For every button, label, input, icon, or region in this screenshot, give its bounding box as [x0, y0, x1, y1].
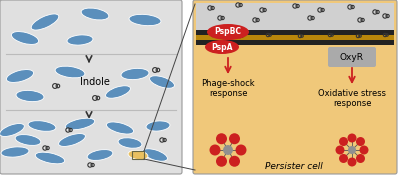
Circle shape — [348, 134, 356, 143]
Ellipse shape — [58, 134, 86, 146]
Ellipse shape — [15, 135, 41, 145]
Circle shape — [360, 146, 368, 155]
Circle shape — [216, 156, 227, 167]
Circle shape — [348, 158, 356, 166]
Ellipse shape — [142, 149, 168, 161]
Ellipse shape — [0, 124, 24, 136]
Text: Persister cell: Persister cell — [265, 162, 323, 171]
Circle shape — [336, 146, 344, 155]
Ellipse shape — [121, 68, 149, 80]
Ellipse shape — [16, 90, 44, 102]
Text: OxyR: OxyR — [340, 52, 364, 61]
Ellipse shape — [146, 121, 170, 131]
FancyBboxPatch shape — [193, 0, 397, 174]
Ellipse shape — [129, 14, 161, 26]
Ellipse shape — [31, 14, 59, 30]
Ellipse shape — [35, 152, 65, 164]
Text: PspA: PspA — [211, 42, 233, 52]
Circle shape — [356, 154, 365, 163]
Circle shape — [236, 144, 246, 156]
Circle shape — [339, 154, 348, 163]
Ellipse shape — [1, 147, 29, 157]
Ellipse shape — [106, 122, 134, 134]
Circle shape — [223, 145, 233, 155]
Bar — [196, 40, 394, 45]
Ellipse shape — [87, 150, 113, 160]
Ellipse shape — [12, 32, 38, 44]
Text: Indole: Indole — [80, 77, 110, 87]
Ellipse shape — [28, 121, 56, 131]
Bar — [196, 30, 394, 35]
Ellipse shape — [81, 8, 109, 20]
Circle shape — [229, 156, 240, 167]
Bar — [196, 3, 394, 31]
Ellipse shape — [55, 66, 85, 78]
Ellipse shape — [118, 138, 142, 148]
Circle shape — [348, 146, 356, 154]
Ellipse shape — [207, 24, 249, 40]
Ellipse shape — [65, 118, 95, 130]
Ellipse shape — [6, 70, 34, 82]
Ellipse shape — [128, 150, 148, 160]
Text: PspBC: PspBC — [214, 27, 242, 36]
Circle shape — [210, 144, 220, 156]
FancyBboxPatch shape — [0, 0, 182, 174]
Ellipse shape — [205, 40, 239, 54]
Circle shape — [339, 137, 348, 146]
Text: Phage-shock
response: Phage-shock response — [201, 79, 255, 98]
FancyBboxPatch shape — [328, 47, 376, 67]
Ellipse shape — [106, 86, 130, 98]
Text: Oxidative stress
response: Oxidative stress response — [318, 89, 386, 108]
Circle shape — [229, 133, 240, 144]
Circle shape — [356, 137, 365, 146]
Ellipse shape — [150, 76, 174, 88]
Circle shape — [216, 133, 227, 144]
Bar — [196, 35, 394, 40]
Ellipse shape — [67, 35, 93, 45]
